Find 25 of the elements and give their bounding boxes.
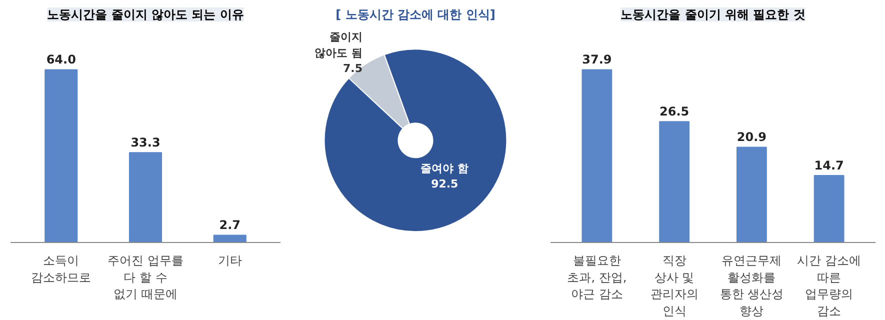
slice-label: 줄이지 않아도 됨	[314, 30, 363, 60]
chart-title: 노동시간을 줄이기 위해 필요한 것	[620, 8, 806, 22]
chart-title: 노동시간을 줄이지 않아도 되는 이유	[47, 8, 244, 22]
x-tick-label: 직장 상사 및 관리자의 인식	[650, 254, 698, 318]
bar	[582, 69, 612, 242]
data-label: 33.3	[130, 136, 160, 150]
x-tick-label: 주어진 업무를 다 할 수 없기 때문에	[108, 254, 184, 302]
data-label: 37.9	[582, 52, 612, 67]
data-label: 14.7	[814, 158, 844, 172]
x-tick-label: 유연근무제 활성화를 통한 생산성 향상	[720, 254, 784, 318]
data-label: 64.0	[46, 52, 76, 67]
data-label: 26.5	[660, 104, 690, 119]
x-tick-label: 불필요한 초과, 잔업, 야근 감소	[567, 254, 627, 302]
data-label: 2.7	[219, 218, 241, 232]
x-tick-label: 소득이 감소하므로	[31, 254, 92, 284]
bar	[814, 174, 844, 242]
data-label: 7.5	[343, 62, 363, 75]
data-label: 20.9	[736, 130, 766, 144]
bar	[659, 121, 690, 242]
x-tick-label: 시간 감소에 따른 업무량의 감소	[797, 254, 861, 318]
data-label: 92.5	[431, 178, 458, 191]
x-tick-label: 기타	[218, 254, 242, 268]
slice-label: 줄여야 함	[420, 162, 469, 176]
chart-title: [ 노동시간 감소에 대한 인식]	[336, 8, 496, 22]
bar	[736, 146, 767, 242]
